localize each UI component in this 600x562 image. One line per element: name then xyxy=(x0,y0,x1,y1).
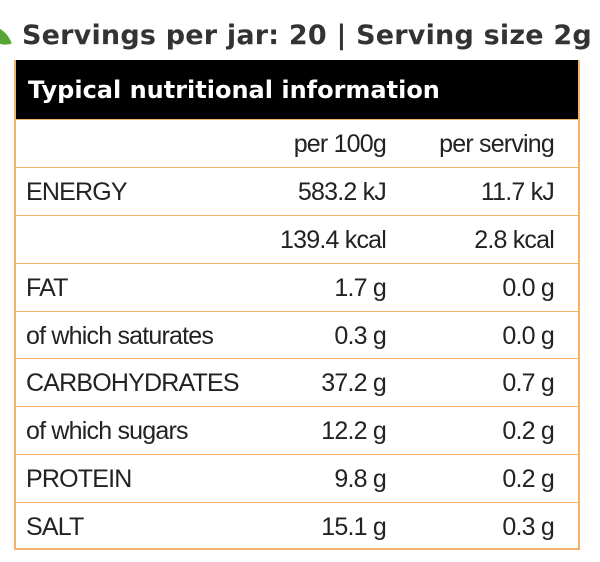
leaf-icon xyxy=(0,19,12,51)
nutrient-label: of which saturates xyxy=(26,321,214,350)
table-row: PROTEIN 9.8 g 0.2 g xyxy=(16,454,578,502)
value-per-serving: 0.7 g xyxy=(502,369,554,398)
value-per-100g: 583.2 kJ xyxy=(297,177,387,206)
table-row: ENERGY 583.2 kJ 11.7 kJ xyxy=(16,166,578,215)
nutrient-label: SALT xyxy=(26,513,84,542)
table-row: 139.4 kcal 2.8 kcal xyxy=(16,214,578,263)
value-per-serving: 0.3 g xyxy=(502,513,554,542)
nutrient-label: of which sugars xyxy=(26,417,189,446)
nutrient-label: ENERGY xyxy=(26,177,128,206)
table-header-row: per 100g per serving xyxy=(16,119,578,167)
nutrition-table: Typical nutritional information per 100g… xyxy=(14,60,580,550)
value-per-100g: 139.4 kcal xyxy=(280,225,387,254)
value-per-100g: 9.8 g xyxy=(334,465,386,494)
nutrient-label: PROTEIN xyxy=(26,465,132,494)
value-per-100g: 12.2 g xyxy=(321,417,387,446)
value-per-serving: 0.0 g xyxy=(502,273,554,302)
column-header-per-serving: per serving xyxy=(439,130,555,158)
table-row: CARBOHYDRATES 37.2 g 0.7 g xyxy=(16,358,578,406)
nutrient-label: CARBOHYDRATES xyxy=(26,369,240,398)
value-per-serving: 0.2 g xyxy=(502,465,554,494)
value-per-serving: 0.0 g xyxy=(502,321,554,350)
value-per-serving: 0.2 g xyxy=(502,417,554,446)
table-row: of which saturates 0.3 g 0.0 g xyxy=(16,310,578,359)
table-row: FAT 1.7 g 0.0 g xyxy=(16,262,578,311)
value-per-serving: 2.8 kcal xyxy=(474,225,555,254)
value-per-100g: 37.2 g xyxy=(321,369,387,398)
nutrient-label: FAT xyxy=(26,273,68,302)
table-row: SALT 15.1 g 0.3 g xyxy=(16,502,578,550)
column-header-per-100g: per 100g xyxy=(293,130,387,158)
table-title: Typical nutritional information xyxy=(16,60,578,119)
value-per-serving: 11.7 kJ xyxy=(480,177,555,206)
table-row: of which sugars 12.2 g 0.2 g xyxy=(16,406,578,454)
value-per-100g: 1.7 g xyxy=(334,273,386,302)
value-per-100g: 15.1 g xyxy=(321,513,387,542)
value-per-100g: 0.3 g xyxy=(334,321,386,350)
servings-header: Servings per jar: 20 | Serving size 2g xyxy=(22,20,592,51)
